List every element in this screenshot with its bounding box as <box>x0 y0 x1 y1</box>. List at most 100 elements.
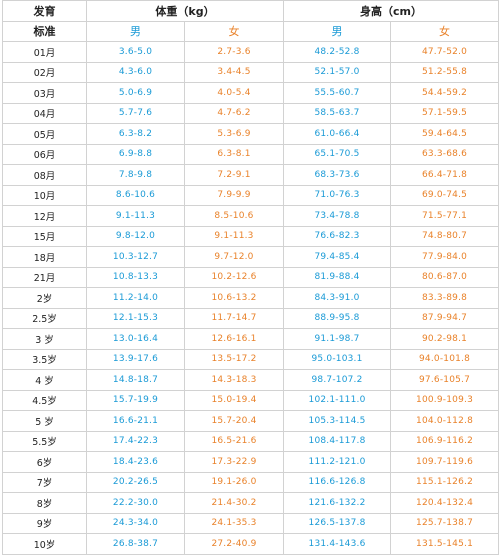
table-row: 2岁 11.2-14.0 10.6-13.2 84.3-91.0 83.3-89.8 <box>2 287 500 309</box>
height-male-cell: 95.0-103.1 <box>283 348 392 370</box>
age-cell: 2.5岁 <box>2 307 87 329</box>
weight-male-cell: 20.2-26.5 <box>86 471 185 493</box>
weight-male-cell: 18.4-23.6 <box>86 451 185 473</box>
age-cell: 21月 <box>2 266 87 288</box>
weight-male-cell: 9.8-12.0 <box>86 225 185 247</box>
weight-female-cell: 8.5-10.6 <box>183 205 285 227</box>
weight-female-cell: 10.6-13.2 <box>183 287 285 309</box>
height-male-cell: 111.2-121.0 <box>283 451 392 473</box>
height-male-cell: 71.0-76.3 <box>283 184 392 206</box>
weight-male-cell: 15.7-19.9 <box>86 389 185 411</box>
age-cell: 04月 <box>2 102 87 124</box>
table-row: 02月 4.3-6.0 3.4-4.5 52.1-57.0 51.2-55.8 <box>2 61 500 83</box>
weight-male-cell: 9.1-11.3 <box>86 205 185 227</box>
weight-female-cell: 14.3-18.3 <box>183 369 285 391</box>
height-female-cell: 90.2-98.1 <box>390 328 500 350</box>
height-female-cell: 77.9-84.0 <box>390 246 500 268</box>
height-female-cell: 59.4-64.5 <box>390 123 500 145</box>
age-cell: 3 岁 <box>2 328 87 350</box>
weight-male-cell: 4.3-6.0 <box>86 61 185 83</box>
age-cell: 15月 <box>2 225 87 247</box>
header-row-groups: 发育 体重（kg） 身高（cm） <box>2 0 500 22</box>
height-male-cell: 105.3-114.5 <box>283 410 392 432</box>
age-cell: 06月 <box>2 143 87 165</box>
weight-male-cell: 26.8-38.7 <box>86 533 185 555</box>
weight-female-cell: 5.3-6.9 <box>183 123 285 145</box>
weight-female-cell: 17.3-22.9 <box>183 451 285 473</box>
height-male-cell: 121.6-132.2 <box>283 492 392 514</box>
table-row: 9岁 24.3-34.0 24.1-35.3 126.5-137.8 125.7-138… <box>2 512 500 534</box>
age-cell: 3.5岁 <box>2 348 87 370</box>
weight-male-cell: 5.0-6.9 <box>86 82 185 104</box>
table-row: 01月 3.6-5.0 2.7-3.6 48.2-52.8 47.7-52.0 <box>2 41 500 63</box>
height-male-cell: 52.1-57.0 <box>283 61 392 83</box>
corner-label-top: 发育 <box>2 0 87 22</box>
weight-female-cell: 2.7-3.6 <box>183 41 285 63</box>
height-female-cell: 69.0-74.5 <box>390 184 500 206</box>
table-row: 10月 8.6-10.6 7.9-9.9 71.0-76.3 69.0-74.5 <box>2 184 500 206</box>
table-row: 08月 7.8-9.8 7.2-9.1 68.3-73.6 66.4-71.8 <box>2 164 500 186</box>
height-male-cell: 48.2-52.8 <box>283 41 392 63</box>
table-row: 06月 6.9-8.8 6.3-8.1 65.1-70.5 63.3-68.6 <box>2 143 500 165</box>
weight-female-cell: 4.7-6.2 <box>183 102 285 124</box>
height-male-cell: 126.5-137.8 <box>283 512 392 534</box>
weight-female-cell: 24.1-35.3 <box>183 512 285 534</box>
weight-male-cell: 6.3-8.2 <box>86 123 185 145</box>
height-female-cell: 109.7-119.6 <box>390 451 500 473</box>
weight-male-cell: 6.9-8.8 <box>86 143 185 165</box>
age-cell: 5.5岁 <box>2 430 87 452</box>
weight-female-cell: 15.7-20.4 <box>183 410 285 432</box>
weight-female-cell: 7.2-9.1 <box>183 164 285 186</box>
height-female-cell: 120.4-132.4 <box>390 492 500 514</box>
age-cell: 5 岁 <box>2 410 87 432</box>
height-male-cell: 58.5-63.7 <box>283 102 392 124</box>
height-male-cell: 116.6-126.8 <box>283 471 392 493</box>
weight-male-cell: 24.3-34.0 <box>86 512 185 534</box>
table-row: 4.5岁 15.7-19.9 15.0-19.4 102.1-111.0 100.9-1… <box>2 389 500 411</box>
height-female-cell: 131.5-145.1 <box>390 533 500 555</box>
height-female-cell: 83.3-89.8 <box>390 287 500 309</box>
header-row-sex: 标准 男 女 男 女 <box>2 20 500 42</box>
table-body: 01月 3.6-5.0 2.7-3.6 48.2-52.8 47.7-52.0 02月 4.… <box>2 41 500 555</box>
height-male-cell: 98.7-107.2 <box>283 369 392 391</box>
height-male-cell: 68.3-73.6 <box>283 164 392 186</box>
weight-female-cell: 11.7-14.7 <box>183 307 285 329</box>
age-cell: 05月 <box>2 123 87 145</box>
height-female-cell: 51.2-55.8 <box>390 61 500 83</box>
height-female-cell: 54.4-59.2 <box>390 82 500 104</box>
weight-male-cell: 12.1-15.3 <box>86 307 185 329</box>
table-row: 6岁 18.4-23.6 17.3-22.9 111.2-121.0 109.7-119… <box>2 451 500 473</box>
height-female-cell: 94.0-101.8 <box>390 348 500 370</box>
weight-female-cell: 6.3-8.1 <box>183 143 285 165</box>
height-female-cell: 80.6-87.0 <box>390 266 500 288</box>
height-female-cell: 47.7-52.0 <box>390 41 500 63</box>
weight-female-cell: 13.5-17.2 <box>183 348 285 370</box>
table-row: 05月 6.3-8.2 5.3-6.9 61.0-66.4 59.4-64.5 <box>2 123 500 145</box>
height-male-cell: 73.4-78.8 <box>283 205 392 227</box>
age-cell: 18月 <box>2 246 87 268</box>
weight-female-cell: 7.9-9.9 <box>183 184 285 206</box>
height-female-cell: 74.8-80.7 <box>390 225 500 247</box>
weight-male-cell: 10.3-12.7 <box>86 246 185 268</box>
weight-male-cell: 7.8-9.8 <box>86 164 185 186</box>
weight-male-cell: 16.6-21.1 <box>86 410 185 432</box>
table-row: 4 岁 14.8-18.7 14.3-18.3 98.7-107.2 97.6-105.… <box>2 369 500 391</box>
weight-male-cell: 3.6-5.0 <box>86 41 185 63</box>
table-row: 5.5岁 17.4-22.3 16.5-21.6 108.4-117.8 106.9-1… <box>2 430 500 452</box>
weight-female-cell: 15.0-19.4 <box>183 389 285 411</box>
weight-male-cell: 13.0-16.4 <box>86 328 185 350</box>
weight-female-cell: 4.0-5.4 <box>183 82 285 104</box>
weight-male-cell: 5.7-7.6 <box>86 102 185 124</box>
height-female-cell: 71.5-77.1 <box>390 205 500 227</box>
height-male-header: 男 <box>283 20 392 42</box>
height-female-cell: 63.3-68.6 <box>390 143 500 165</box>
height-group-header: 身高（cm） <box>283 0 500 22</box>
weight-female-cell: 21.4-30.2 <box>183 492 285 514</box>
table-row: 10岁 26.8-38.7 27.2-40.9 131.4-143.6 131.5-14… <box>2 533 500 555</box>
table-row: 04月 5.7-7.6 4.7-6.2 58.5-63.7 57.1-59.5 <box>2 102 500 124</box>
height-male-cell: 65.1-70.5 <box>283 143 392 165</box>
age-cell: 01月 <box>2 41 87 63</box>
height-male-cell: 102.1-111.0 <box>283 389 392 411</box>
weight-group-header: 体重（kg） <box>85 0 285 22</box>
